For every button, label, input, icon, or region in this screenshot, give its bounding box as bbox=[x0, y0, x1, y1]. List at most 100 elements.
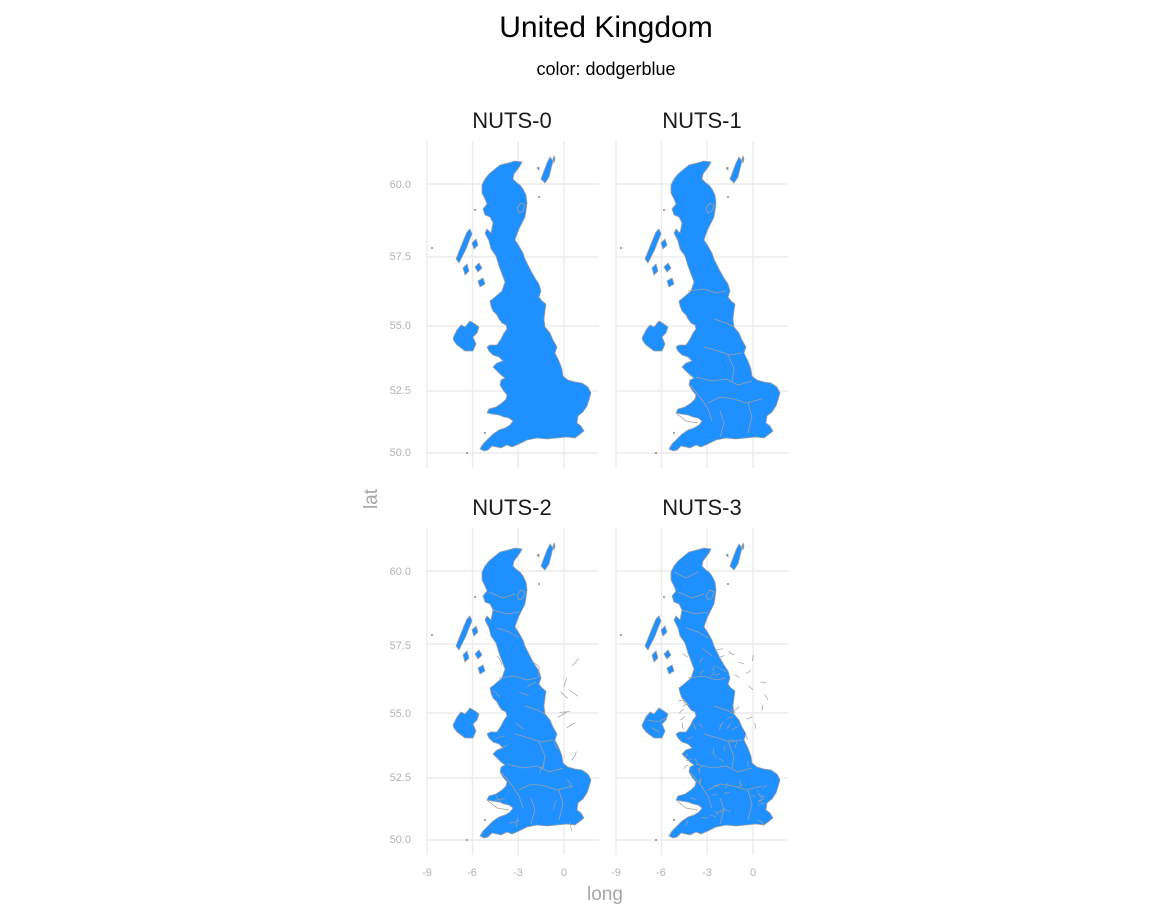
y-axis-title: lat bbox=[361, 488, 383, 510]
region-border bbox=[748, 685, 754, 690]
region-border bbox=[727, 741, 735, 769]
island-shape bbox=[651, 650, 659, 663]
region-border bbox=[677, 591, 709, 639]
island-shape bbox=[540, 156, 554, 184]
region-border bbox=[727, 354, 735, 382]
region-border bbox=[719, 797, 725, 825]
region-border bbox=[698, 777, 701, 784]
islet-mark bbox=[538, 196, 540, 198]
island-shape bbox=[741, 541, 745, 551]
y-tick-label: 52.5 bbox=[389, 772, 411, 784]
region-border bbox=[728, 739, 735, 741]
islet-mark bbox=[655, 839, 657, 841]
region-border bbox=[762, 784, 768, 789]
region-border bbox=[745, 669, 752, 674]
x-axis-title: long bbox=[587, 884, 623, 905]
region-border bbox=[678, 698, 685, 701]
region-border bbox=[711, 671, 716, 677]
island-shape bbox=[663, 649, 672, 660]
islet-mark bbox=[663, 209, 665, 211]
island-shape bbox=[660, 625, 668, 637]
region-border bbox=[712, 665, 715, 671]
islet-mark bbox=[727, 196, 729, 198]
island-shape bbox=[725, 166, 729, 171]
region-border bbox=[713, 705, 735, 715]
map-panel-nuts-1 bbox=[615, 141, 788, 468]
region-border bbox=[760, 681, 767, 684]
region-border bbox=[692, 722, 696, 729]
region-border bbox=[762, 798, 765, 801]
island-shape bbox=[644, 615, 662, 651]
region-border bbox=[516, 817, 519, 828]
region-border bbox=[711, 794, 718, 796]
region-border bbox=[553, 740, 560, 750]
region-border bbox=[718, 655, 725, 659]
region-border bbox=[700, 670, 705, 676]
island-shape bbox=[741, 154, 745, 164]
island-shape bbox=[455, 228, 473, 264]
islet-mark bbox=[466, 839, 468, 841]
island-shape bbox=[536, 166, 540, 171]
region-border bbox=[758, 799, 760, 803]
region-border bbox=[754, 722, 756, 729]
region-border bbox=[488, 591, 520, 639]
island-shape bbox=[663, 262, 672, 273]
region-border bbox=[530, 661, 540, 668]
region-border bbox=[689, 771, 713, 809]
y-tick-label: 50.0 bbox=[389, 834, 411, 846]
island-shape bbox=[516, 589, 526, 601]
x-tick-label: -6 bbox=[467, 867, 477, 879]
islet-mark bbox=[673, 819, 675, 821]
region-border bbox=[734, 741, 737, 748]
islet-mark bbox=[620, 634, 622, 636]
region-border bbox=[723, 745, 726, 752]
island-shape bbox=[644, 228, 662, 264]
region-border bbox=[730, 709, 736, 713]
region-border bbox=[494, 735, 505, 740]
y-tick-label: 60.0 bbox=[389, 179, 411, 191]
region-border bbox=[760, 799, 763, 801]
region-border bbox=[498, 675, 538, 681]
y-tick-label: 50.0 bbox=[389, 447, 411, 459]
island-shape bbox=[462, 263, 470, 276]
great-britain-shape bbox=[479, 547, 592, 839]
region-border bbox=[699, 657, 704, 664]
region-border bbox=[695, 763, 753, 773]
region-border bbox=[524, 705, 546, 715]
northern-ireland-shape bbox=[452, 707, 480, 739]
islet-mark bbox=[663, 596, 665, 598]
region-border bbox=[500, 771, 524, 809]
region-border bbox=[486, 799, 510, 811]
islet-mark bbox=[620, 247, 622, 249]
region-border bbox=[734, 705, 740, 711]
region-border bbox=[724, 782, 729, 789]
region-border bbox=[719, 724, 722, 731]
region-border bbox=[683, 700, 689, 706]
map-panel-nuts-3 bbox=[615, 528, 788, 855]
region-border bbox=[680, 716, 686, 721]
region-border bbox=[687, 675, 727, 681]
islet-mark bbox=[474, 209, 476, 211]
island-shape bbox=[705, 589, 715, 601]
island-shape bbox=[462, 650, 470, 663]
chart-title: United Kingdom bbox=[499, 11, 713, 44]
region-border bbox=[557, 712, 567, 718]
region-border bbox=[762, 802, 764, 805]
island-shape bbox=[651, 263, 659, 276]
region-border bbox=[718, 757, 724, 762]
region-border bbox=[751, 794, 753, 796]
region-border bbox=[731, 727, 738, 731]
panel-title-nuts-1: NUTS-1 bbox=[662, 108, 742, 133]
region-border bbox=[693, 757, 698, 764]
island-shape bbox=[705, 202, 715, 214]
region-border bbox=[746, 716, 753, 720]
region-border bbox=[571, 751, 577, 761]
islet-mark bbox=[431, 634, 433, 636]
x-tick-label: 0 bbox=[749, 867, 757, 879]
region-border bbox=[519, 691, 529, 696]
region-border bbox=[728, 651, 735, 655]
map-panel-nuts-0 bbox=[426, 141, 599, 468]
island-shape bbox=[536, 553, 540, 558]
region-border bbox=[689, 384, 713, 422]
